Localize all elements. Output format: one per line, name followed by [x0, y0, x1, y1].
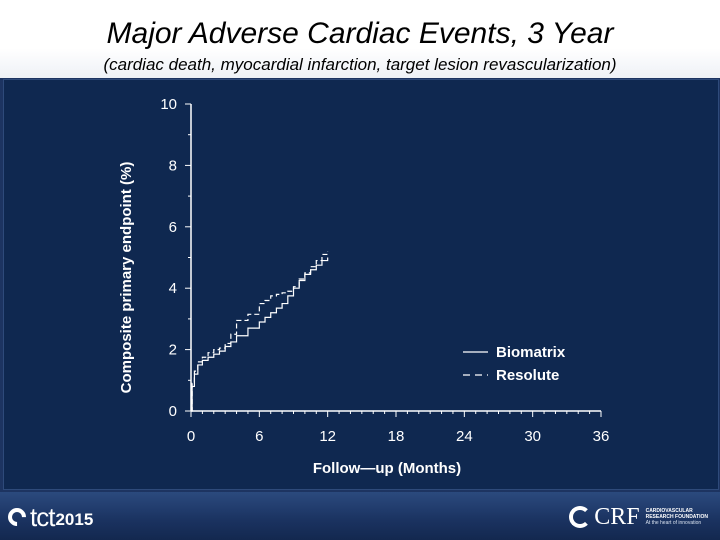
tct-spiral-icon	[4, 504, 30, 530]
y-tick-label: 0	[169, 403, 177, 420]
crf-logo-side: CARDIOVASCULAR RESEARCH FOUNDATION At th…	[646, 508, 708, 526]
chart-panel: 0 6 12 18 24 30 36 0 2 4 6 8 10 Follow—up (Months) Com…	[3, 79, 719, 490]
crf-tagline: At the heart of innovation	[645, 520, 702, 526]
crf-name-line1: CARDIOVASCULAR	[645, 508, 693, 514]
crf-mark-icon	[569, 506, 592, 528]
series-line-resolute	[191, 251, 329, 412]
y-tick-label: 6	[169, 219, 177, 236]
y-tick-label: 2	[169, 342, 177, 359]
x-tick-label: 18	[388, 428, 405, 445]
series-line-biomatrix	[191, 257, 329, 412]
legend-label-biomatrix: Biomatrix	[496, 344, 566, 361]
x-axis-label: Follow—up (Months)	[313, 460, 461, 477]
x-tick-label: 30	[524, 428, 541, 445]
tct-logo-text: tct	[30, 502, 55, 532]
crf-logo-text: CRF	[594, 503, 640, 530]
slide-header: Major Adverse Cardiac Events, 3 Year (ca…	[0, 0, 720, 78]
y-axis-label: Composite primary endpoint (%)	[118, 162, 135, 394]
x-tick-label: 0	[187, 428, 195, 445]
y-tick-label: 8	[169, 157, 177, 174]
x-tick-label: 36	[593, 428, 610, 445]
x-tick-label: 12	[319, 428, 336, 445]
x-tick-label: 24	[456, 428, 473, 445]
crf-name-line2: RESEARCH FOUNDATION	[645, 514, 708, 520]
crf-logo: CRF CARDIOVASCULAR RESEARCH FOUNDATION A…	[569, 500, 708, 534]
tct-logo: tct 2015	[4, 502, 94, 532]
tct-logo-year: 2015	[55, 510, 94, 529]
slide-subtitle: (cardiac death, myocardial infarction, t…	[103, 55, 617, 74]
x-tick-label: 6	[255, 428, 263, 445]
legend-label-resolute: Resolute	[496, 367, 559, 384]
y-tick-label: 4	[169, 280, 177, 297]
slide-title: Major Adverse Cardiac Events, 3 Year	[106, 17, 614, 50]
y-tick-label: 10	[160, 96, 177, 113]
slide-footer: tct 2015 CRF CARDIOVASCULAR RESEARCH FOU…	[0, 492, 720, 540]
